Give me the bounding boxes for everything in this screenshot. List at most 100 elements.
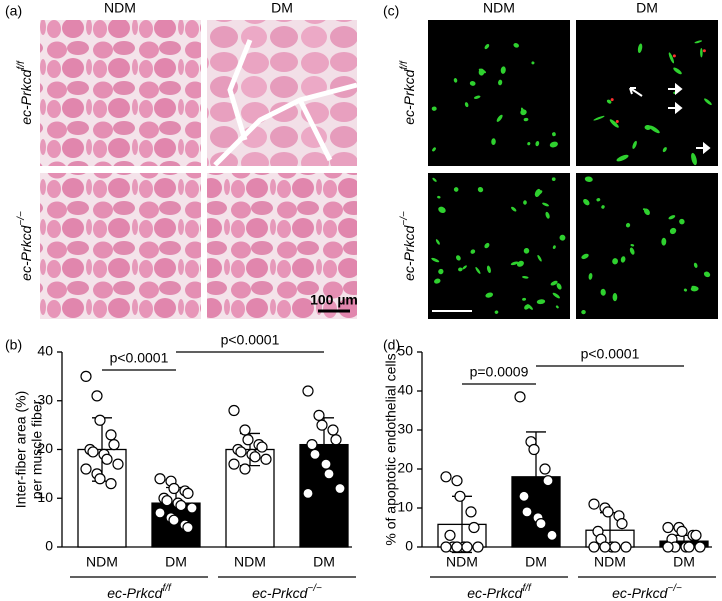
data-point: [662, 521, 674, 534]
speck: [511, 206, 517, 212]
data-point: [451, 541, 463, 553]
y-tick-label: 10: [397, 499, 413, 515]
data-point: [316, 419, 328, 431]
data-point: [228, 404, 240, 417]
speck: [692, 285, 697, 291]
speck: [550, 280, 558, 286]
group-label: ec-Prkcdf/f: [399, 60, 417, 125]
data-point: [94, 414, 106, 426]
speck: [523, 247, 530, 254]
speck: [438, 268, 444, 275]
scale-bar-label: 100 µm: [310, 292, 358, 308]
y-tick-label: 0: [405, 538, 413, 554]
speck: [437, 195, 441, 199]
x-tick-label: DM: [673, 554, 695, 570]
data-point: [465, 506, 477, 518]
data-point: [239, 463, 251, 475]
speck: [581, 309, 586, 315]
speck: [625, 222, 631, 228]
column-label: DM: [271, 0, 293, 16]
x-tick-label: NDM: [594, 554, 626, 570]
speck: [498, 79, 503, 86]
data-point: [154, 507, 166, 519]
data-point: [444, 529, 456, 541]
speck: [661, 237, 667, 246]
speck: [556, 283, 562, 290]
data-point: [101, 453, 113, 465]
data-point: [112, 458, 124, 470]
speck: [552, 245, 556, 249]
speck: [431, 257, 440, 263]
speck: [669, 227, 677, 235]
data-point: [186, 502, 198, 514]
data-point: [182, 521, 194, 534]
speck: [486, 265, 491, 274]
speck: [537, 254, 542, 262]
data-point: [451, 475, 463, 487]
tissue-gap: [213, 39, 358, 167]
speck: [458, 267, 463, 272]
data-point: [161, 495, 173, 507]
speck: [600, 288, 606, 296]
data-point: [616, 517, 628, 530]
column-label: DM: [636, 0, 658, 16]
arrows: [629, 82, 711, 155]
group-label: ec-Prkcd−/−: [252, 583, 322, 601]
speck: [612, 293, 618, 302]
data-point: [105, 478, 117, 490]
data-point: [683, 541, 695, 553]
scale-bar-label: 50 µm: [432, 292, 471, 308]
label-sup: −/−: [667, 583, 682, 594]
speck: [516, 260, 524, 267]
data-point: [472, 541, 484, 553]
speck: [555, 305, 559, 309]
speck: [522, 297, 527, 301]
data-point: [260, 453, 272, 465]
speck: [693, 262, 698, 268]
label-sup: f/f: [522, 583, 532, 594]
speck: [475, 267, 481, 274]
speck: [477, 186, 484, 193]
speck: [662, 147, 667, 153]
speck: [549, 141, 558, 148]
data-point: [239, 424, 251, 436]
speck: [523, 200, 527, 205]
image-fluor-ndm-ko: [428, 173, 570, 319]
speck: [520, 109, 527, 116]
data-point: [154, 473, 166, 485]
label-text: ec-Prkcd: [107, 585, 163, 601]
speck: [534, 190, 543, 196]
speck: [536, 299, 546, 305]
x-tick-label: DM: [313, 554, 335, 570]
speck: [438, 206, 446, 214]
image-ndm-ff: [40, 20, 201, 166]
group-label: ec-Prkcd−/−: [16, 211, 34, 281]
data-point: [80, 463, 92, 475]
data-point: [609, 541, 621, 553]
speck: [630, 244, 635, 247]
image-fluor-dm-ff: [576, 20, 718, 166]
speck: [491, 138, 496, 146]
speck: [588, 272, 593, 280]
speck-red: [702, 49, 706, 53]
speck: [464, 102, 469, 108]
fluorescence-specks: [431, 40, 712, 315]
speck: [462, 265, 467, 270]
label-sup: −/−: [399, 211, 410, 226]
speck: [632, 140, 637, 149]
data-point: [588, 541, 600, 553]
speck: [434, 278, 441, 284]
speck: [527, 141, 531, 146]
speck: [545, 211, 550, 219]
data-point: [599, 541, 611, 553]
y-tick-label: 30: [37, 391, 53, 407]
speck: [616, 154, 629, 162]
group-label: ec-Prkcd−/−: [612, 583, 682, 601]
group-label: ec-Prkcd−/−: [399, 211, 417, 281]
label-sup: −/−: [16, 211, 27, 226]
data-point: [175, 499, 187, 512]
speck: [683, 288, 688, 292]
speck: [593, 115, 605, 121]
data-point: [80, 370, 92, 382]
speck-red: [615, 120, 619, 124]
